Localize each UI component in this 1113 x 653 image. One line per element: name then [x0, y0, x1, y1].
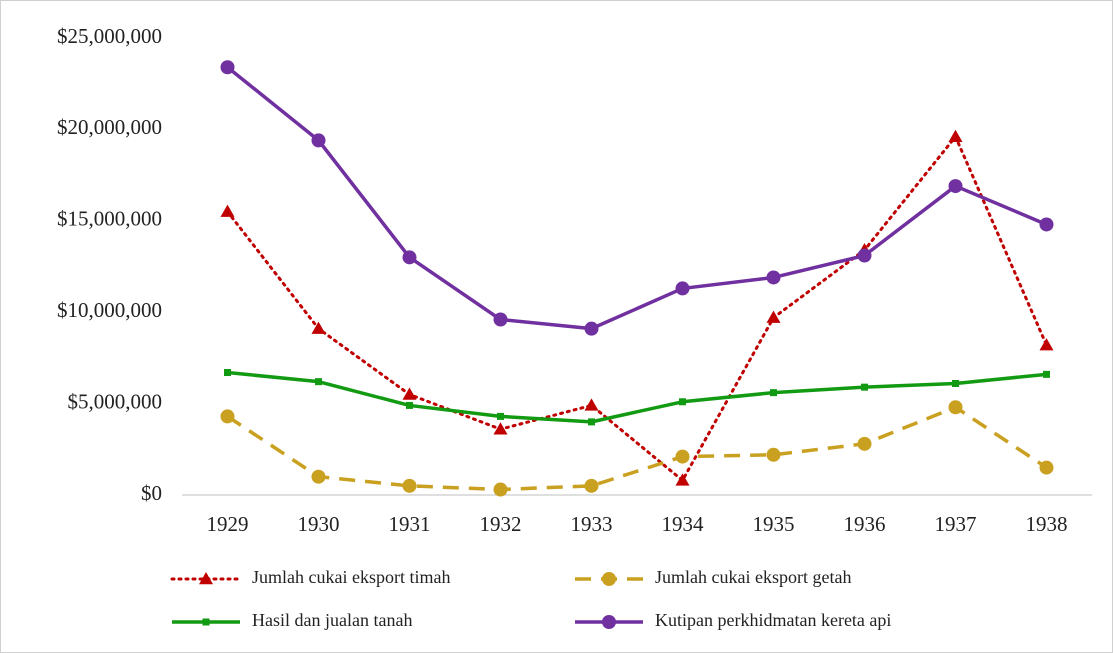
data-point	[584, 398, 599, 411]
data-point	[948, 179, 963, 194]
data-point	[402, 478, 417, 493]
series-line	[226, 405, 1048, 492]
y-tick-label: $25,000,000	[57, 24, 162, 48]
data-point	[311, 321, 326, 334]
data-point	[948, 400, 963, 415]
data-point	[406, 401, 413, 409]
data-point	[1039, 217, 1054, 232]
data-point	[1043, 370, 1050, 378]
x-tick-label: 1938	[1026, 512, 1068, 536]
y-tick-label: $0	[141, 481, 162, 505]
data-point	[311, 469, 326, 484]
y-tick-label: $15,000,000	[57, 207, 162, 231]
data-point	[220, 409, 235, 424]
data-point	[766, 310, 781, 323]
x-tick-label: 1937	[935, 512, 977, 536]
y-tick-label: $10,000,000	[57, 298, 162, 322]
x-tick-label: 1931	[389, 512, 431, 536]
series-line	[227, 370, 1047, 424]
series-line	[226, 135, 1048, 482]
data-point	[493, 312, 508, 327]
legend-marker	[602, 615, 616, 629]
data-point	[1039, 460, 1054, 475]
data-point	[948, 129, 963, 142]
x-tick-label: 1934	[662, 512, 705, 536]
data-point	[311, 133, 326, 148]
data-point	[220, 204, 235, 217]
data-point	[224, 369, 231, 377]
data-point	[766, 270, 781, 285]
x-tick-label: 1936	[844, 512, 886, 536]
legend-marker	[199, 572, 213, 585]
data-point	[493, 422, 508, 435]
legend-label: Kutipan perkhidmatan kereta api	[655, 610, 891, 630]
series-line	[226, 65, 1048, 331]
data-point	[952, 379, 959, 387]
data-point	[679, 398, 686, 406]
data-point	[675, 473, 690, 486]
data-point	[402, 250, 417, 265]
data-point	[588, 418, 595, 426]
legend-marker	[602, 572, 616, 586]
data-point	[675, 449, 690, 464]
data-point	[493, 482, 508, 497]
data-point	[857, 436, 872, 451]
legend-label: Hasil dan jualan tanah	[252, 610, 412, 630]
y-tick-label: $5,000,000	[68, 389, 163, 413]
data-point	[675, 281, 690, 296]
legend-label: Jumlah cukai eksport getah	[655, 567, 851, 587]
x-tick-label: 1935	[753, 512, 795, 536]
x-tick-label: 1933	[571, 512, 613, 536]
x-tick-label: 1932	[480, 512, 522, 536]
legend-marker	[202, 618, 210, 626]
data-point	[770, 389, 777, 397]
data-point	[584, 321, 599, 336]
data-point	[497, 412, 504, 420]
data-point	[584, 478, 599, 493]
data-point	[857, 248, 872, 263]
data-point	[1039, 338, 1054, 351]
data-point	[861, 383, 868, 391]
y-tick-label: $20,000,000	[57, 115, 162, 139]
legend-label: Jumlah cukai eksport timah	[252, 567, 450, 587]
x-tick-label: 1930	[298, 512, 340, 536]
data-point	[315, 378, 322, 386]
x-tick-label: 1929	[207, 512, 249, 536]
data-point	[402, 387, 417, 400]
data-point	[766, 447, 781, 462]
data-point	[220, 60, 235, 75]
